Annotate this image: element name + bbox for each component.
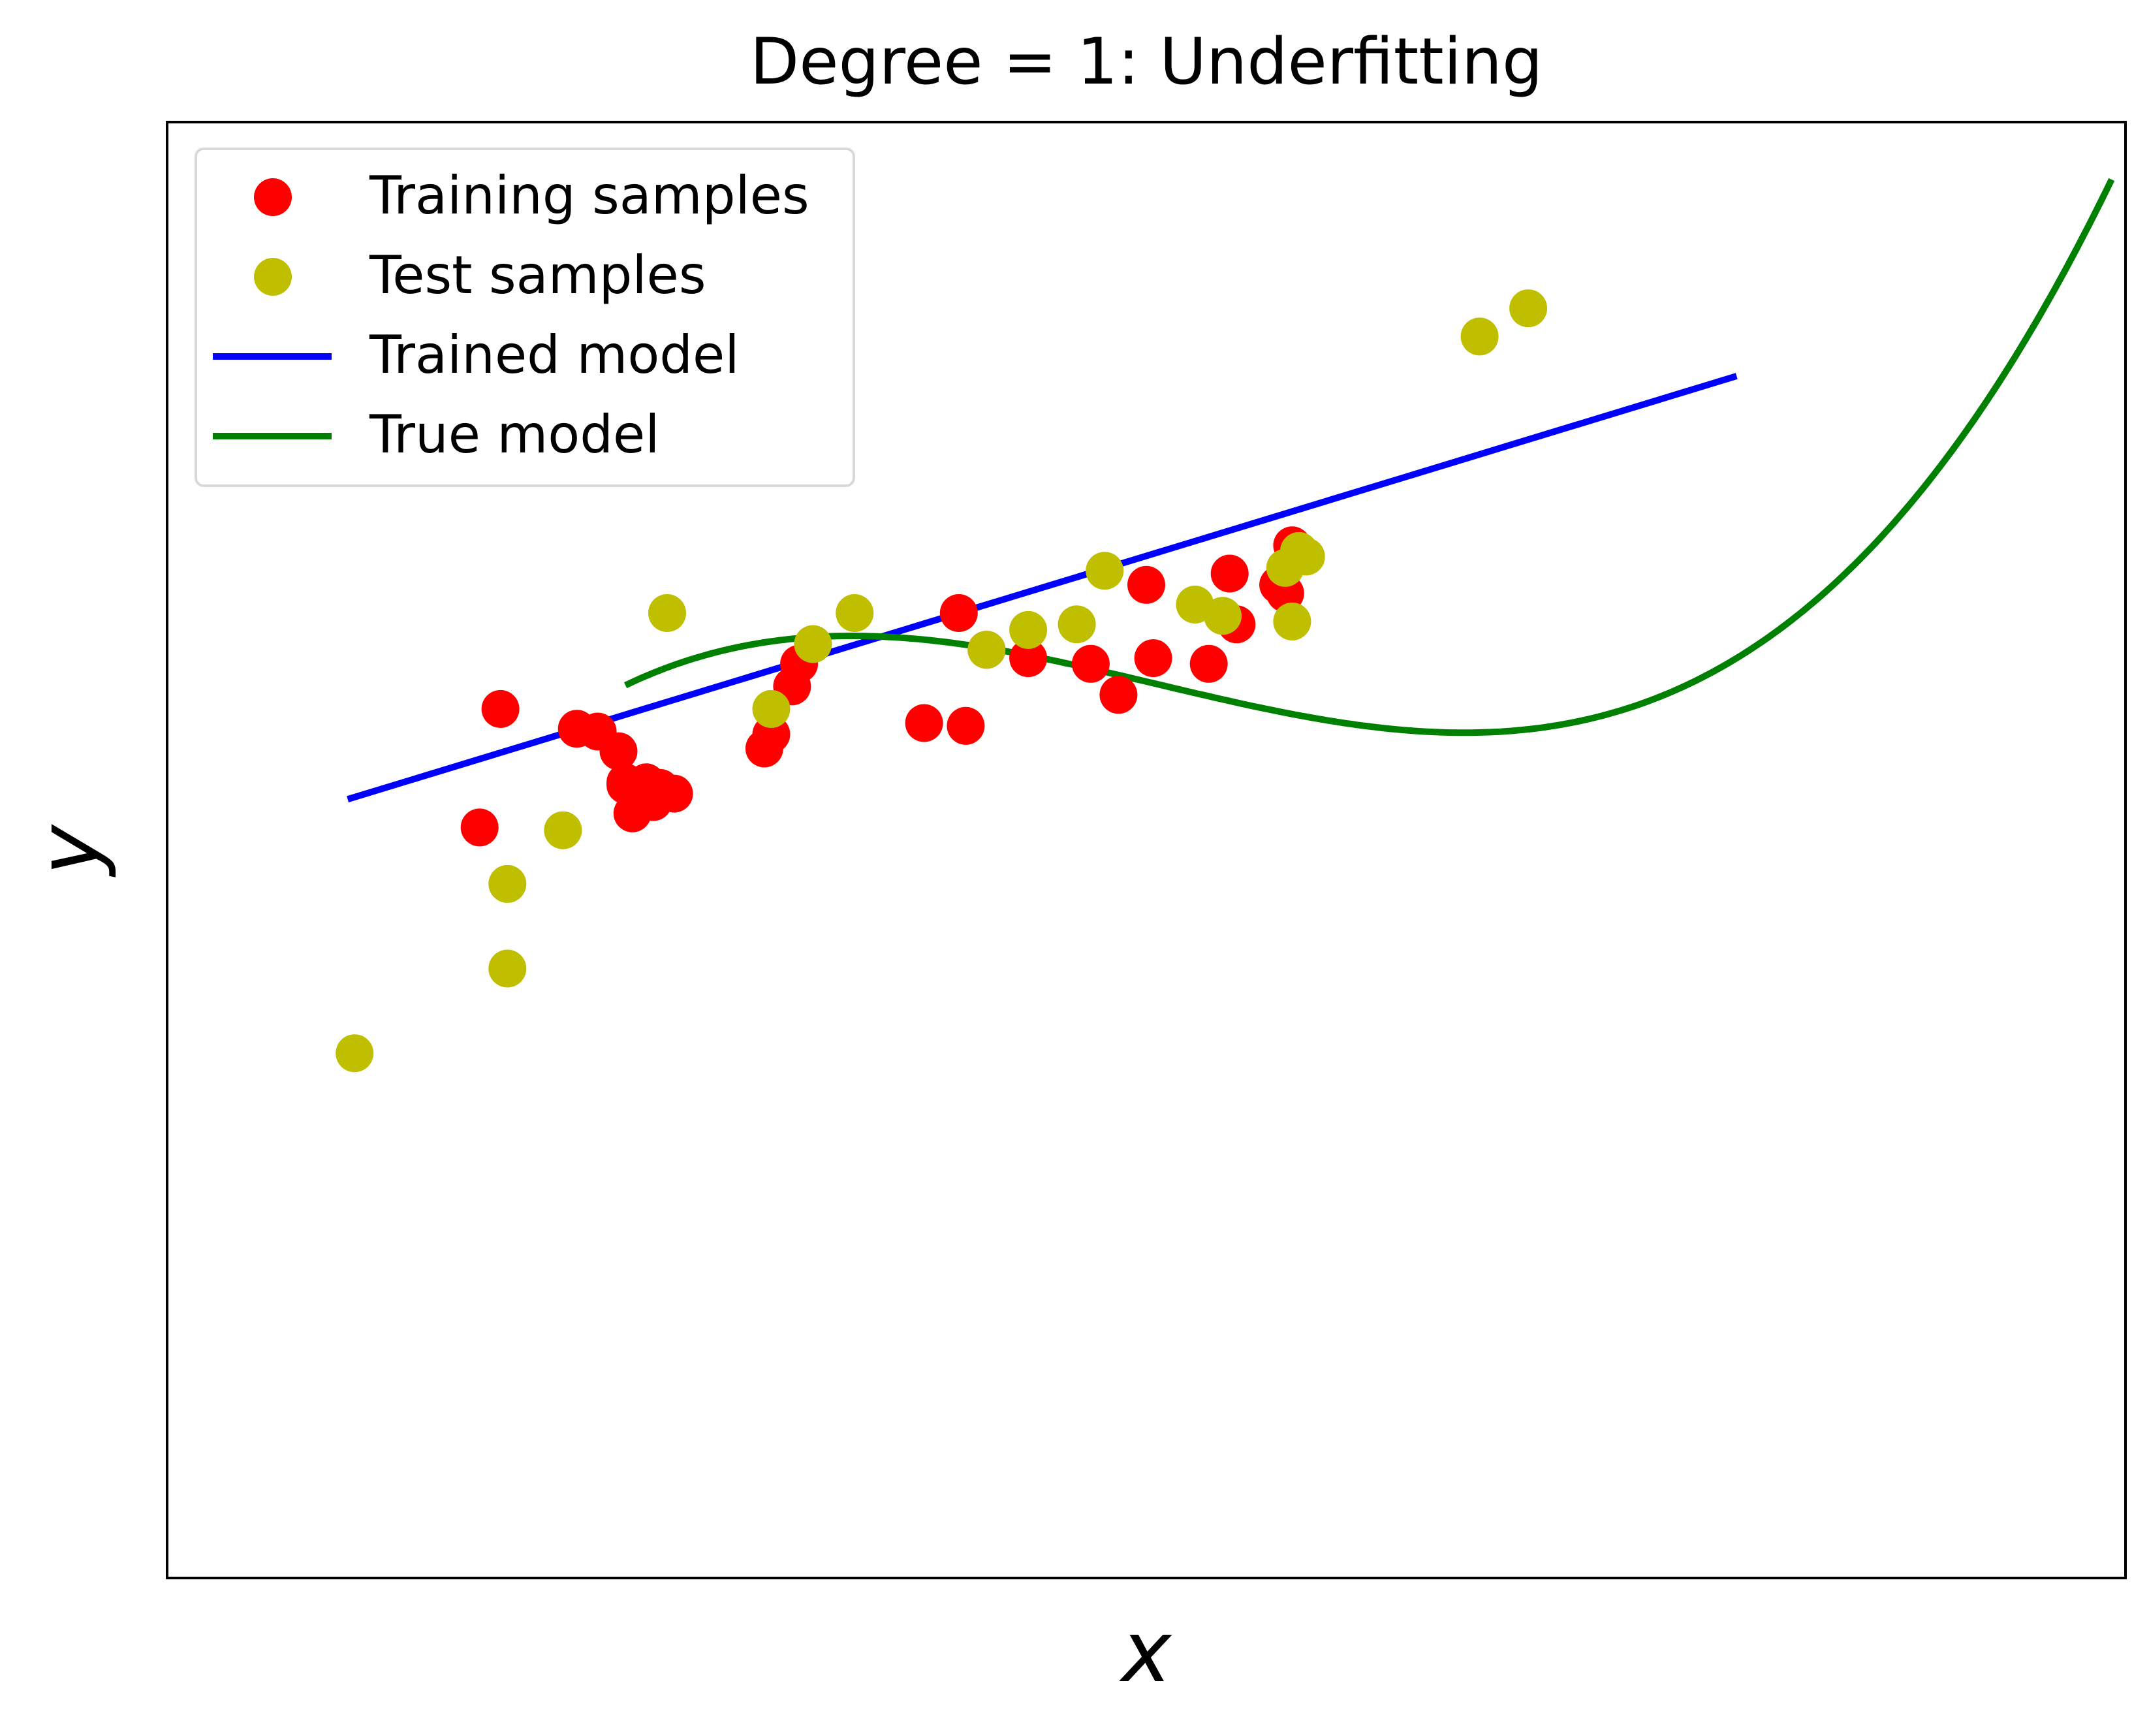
training-sample-point (1210, 554, 1249, 593)
plot-area (336, 178, 2115, 1073)
test-sample-point (488, 864, 527, 903)
test-sample-point (336, 1034, 374, 1073)
test-sample-point (488, 949, 527, 988)
training-sample-point (1189, 644, 1228, 683)
test-sample-point (1273, 602, 1311, 640)
training-sample-point (481, 689, 520, 728)
true-model-line (623, 178, 2115, 736)
training-sample-point (460, 808, 499, 847)
training-sample-point (1009, 639, 1048, 678)
training-sample-point (1099, 676, 1138, 714)
test-sample-point (1287, 537, 1325, 576)
legend-label-training: Training samples (369, 165, 809, 226)
test-sample-point (544, 811, 582, 849)
training-sample-point (655, 774, 693, 813)
legend-box (195, 148, 855, 487)
legend-label-test: Test samples (369, 245, 706, 306)
test-sample-point (836, 594, 874, 632)
test-sample-point (794, 625, 832, 663)
test-sample-point (648, 594, 686, 632)
legend-label-true: True model (369, 404, 659, 465)
test-sample-point (1009, 610, 1048, 649)
training-sample-point (1127, 565, 1165, 604)
legend: Training samples Test samples Trained mo… (195, 148, 855, 487)
training-sample-point (1071, 644, 1110, 683)
test-sample-point (967, 631, 1006, 669)
axes-frame (166, 121, 2127, 1579)
training-sample-point (905, 704, 943, 742)
training-sample-point (1134, 639, 1172, 678)
legend-label-trained: Trained model (369, 324, 739, 385)
test-sample-point (1460, 317, 1499, 356)
y-axis-label: y (19, 823, 118, 877)
test-sample-point (1058, 605, 1096, 644)
legend-marker-test (254, 258, 292, 296)
training-sample-point (947, 706, 985, 745)
x-axis-label: x (1119, 1602, 1173, 1701)
test-sample-point (1509, 289, 1548, 328)
training-sample-point (599, 732, 638, 770)
test-sample-point (752, 689, 791, 728)
chart-title: Degree = 1: Underfitting (750, 25, 1543, 99)
test-sample-point (1204, 597, 1242, 635)
test-sample-point (1086, 552, 1124, 590)
training-sample-point (939, 594, 978, 632)
legend-marker-training (254, 178, 292, 216)
